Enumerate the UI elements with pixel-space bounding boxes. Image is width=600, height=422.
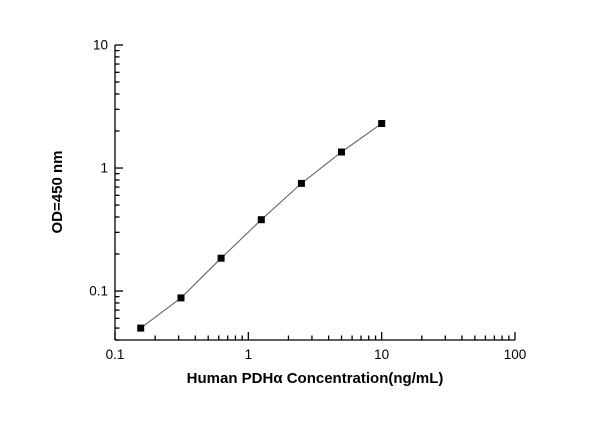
data-point	[177, 294, 185, 302]
data-line	[140, 123, 383, 329]
x-tick-label: 100	[504, 347, 527, 362]
data-point	[378, 120, 386, 127]
y-tick-label: 10	[93, 38, 108, 53]
data-point	[338, 148, 345, 156]
x-tick-label: 10	[374, 347, 389, 362]
axes: 0.1 1 10 100 0.1 1 10	[89, 38, 526, 363]
y-tick-label: 0.1	[89, 284, 108, 299]
data-point	[297, 179, 305, 187]
x-tick-label: 1	[245, 347, 253, 362]
y-tick-label: 1	[100, 161, 108, 176]
y-axis-label: OD=450 nm	[49, 151, 66, 234]
x-tick-label: 0.1	[106, 347, 125, 362]
data-point	[137, 324, 145, 332]
data-point	[217, 254, 225, 262]
x-axis-label: Human PDHα Concentration(ng/mL)	[187, 370, 444, 387]
data-point	[257, 216, 265, 224]
data-series	[137, 120, 386, 332]
